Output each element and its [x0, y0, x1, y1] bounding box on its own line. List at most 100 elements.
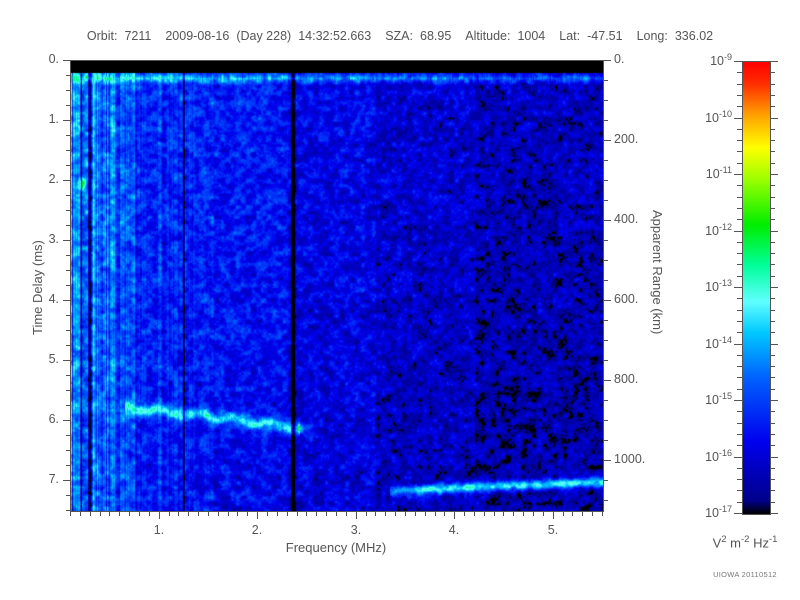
colorbar-major-tick-right [770, 61, 778, 62]
x-minor-tick [513, 512, 514, 516]
colorbar-major-tick-left [734, 287, 742, 288]
unit-hz-exp: -1 [768, 534, 778, 545]
x-minor-tick [366, 512, 367, 516]
y-left-minor-tick [66, 165, 70, 166]
x-minor-tick [129, 512, 130, 516]
x-minor-tick [169, 512, 170, 516]
colorbar-major-tick-left [734, 513, 742, 514]
colorbar-minor-tick-left [737, 377, 742, 378]
colorbar-minor-tick-right [770, 208, 775, 209]
y-right-minor-tick [604, 440, 608, 441]
y-left-minor-tick [66, 345, 70, 346]
x-minor-tick [326, 512, 327, 516]
x-major-tick [257, 512, 258, 519]
y-left-minor-tick [66, 495, 70, 496]
unit-v-exp: 2 [721, 534, 727, 545]
y-right-minor-tick [604, 240, 608, 241]
x-minor-tick [237, 512, 238, 516]
colorbar-major-tick-right [770, 231, 778, 232]
y-left-major-tick [63, 120, 70, 121]
y-right-minor-tick [604, 280, 608, 281]
spectrogram-canvas [71, 61, 603, 511]
x-tick-label-1: 2. [251, 523, 263, 537]
colorbar-major-tick-right [770, 513, 778, 514]
colorbar-major-tick-left [734, 344, 742, 345]
colorbar-major-tick-left [734, 457, 742, 458]
y-right-major-tick [604, 380, 611, 381]
x-minor-tick [602, 512, 603, 516]
colorbar-minor-tick-left [737, 355, 742, 356]
y-right-minor-tick [604, 260, 608, 261]
colorbar-minor-tick-left [737, 84, 742, 85]
unit-m: m [726, 535, 741, 551]
y-left-minor-tick [66, 465, 70, 466]
orbit-value: 7211 [124, 29, 152, 43]
y-left-major-tick [63, 300, 70, 301]
colorbar-minor-tick-right [770, 310, 775, 311]
unit-hz: Hz [749, 535, 769, 551]
colorbar-minor-tick-left [737, 366, 742, 367]
colorbar-minor-tick-left [737, 253, 742, 254]
colorbar-minor-tick-right [770, 490, 775, 491]
x-minor-tick [198, 512, 199, 516]
y-left-minor-tick [66, 75, 70, 76]
figure-header: Orbit: 7211 2009-08-16 (Day 228) 14:32:52.66… [0, 29, 800, 45]
x-minor-tick [208, 512, 209, 516]
x-tick-label-4: 5. [547, 523, 559, 537]
colorbar-minor-tick-right [770, 197, 775, 198]
colorbar-minor-tick-left [737, 502, 742, 503]
y-right-tick-label-3: 600. [614, 292, 639, 306]
x-minor-tick [503, 512, 504, 516]
spectrogram-plot-area [70, 60, 604, 512]
colorbar-minor-tick-left [737, 185, 742, 186]
x-minor-tick [218, 512, 219, 516]
y-left-minor-tick [66, 450, 70, 451]
x-minor-tick [90, 512, 91, 516]
colorbar-minor-tick-left [737, 445, 742, 446]
y-right-minor-tick [604, 80, 608, 81]
x-major-tick [454, 512, 455, 519]
colorbar-minor-tick-left [737, 423, 742, 424]
colorbar-minor-tick-right [770, 468, 775, 469]
colorbar-minor-tick-right [770, 242, 775, 243]
x-minor-tick [543, 512, 544, 516]
colorbar-minor-tick-right [770, 95, 775, 96]
x-minor-tick [228, 512, 229, 516]
x-minor-tick [425, 512, 426, 516]
colorbar-minor-tick-left [737, 129, 742, 130]
unit-m-exp: -2 [741, 534, 750, 545]
y-right-major-tick [604, 300, 611, 301]
y-left-minor-tick [66, 135, 70, 136]
y-right-minor-tick [604, 180, 608, 181]
colorbar-minor-tick-left [737, 163, 742, 164]
colorbar-minor-tick-right [770, 84, 775, 85]
x-minor-tick [444, 512, 445, 516]
colorbar-unit-label: V2 m-2 Hz-1 [690, 534, 800, 550]
y-right-minor-tick [604, 400, 608, 401]
unit-v: V [712, 535, 722, 551]
day-of-year: (Day 228) [236, 29, 292, 43]
y-left-major-tick [63, 240, 70, 241]
colorbar-minor-tick-left [737, 264, 742, 265]
x-minor-tick [119, 512, 120, 516]
colorbar-minor-tick-left [737, 321, 742, 322]
time-value: 14:32:52.663 [298, 29, 372, 43]
colorbar-minor-tick-right [770, 377, 775, 378]
x-minor-tick [306, 512, 307, 516]
x-axis-title: Frequency (MHz) [285, 540, 387, 555]
x-tick-label-0: 1. [153, 523, 165, 537]
x-minor-tick [494, 512, 495, 516]
y-right-major-tick [604, 460, 611, 461]
y-left-minor-tick [66, 375, 70, 376]
x-minor-tick [139, 512, 140, 516]
colorbar-minor-tick-right [770, 423, 775, 424]
x-minor-tick [336, 512, 337, 516]
y-left-minor-tick [66, 90, 70, 91]
colorbar [742, 61, 771, 515]
colorbar-minor-tick-right [770, 502, 775, 503]
x-minor-tick [109, 512, 110, 516]
y-left-tick-label-2: 2. [48, 172, 59, 186]
colorbar-minor-tick-left [737, 434, 742, 435]
colorbar-minor-tick-right [770, 276, 775, 277]
